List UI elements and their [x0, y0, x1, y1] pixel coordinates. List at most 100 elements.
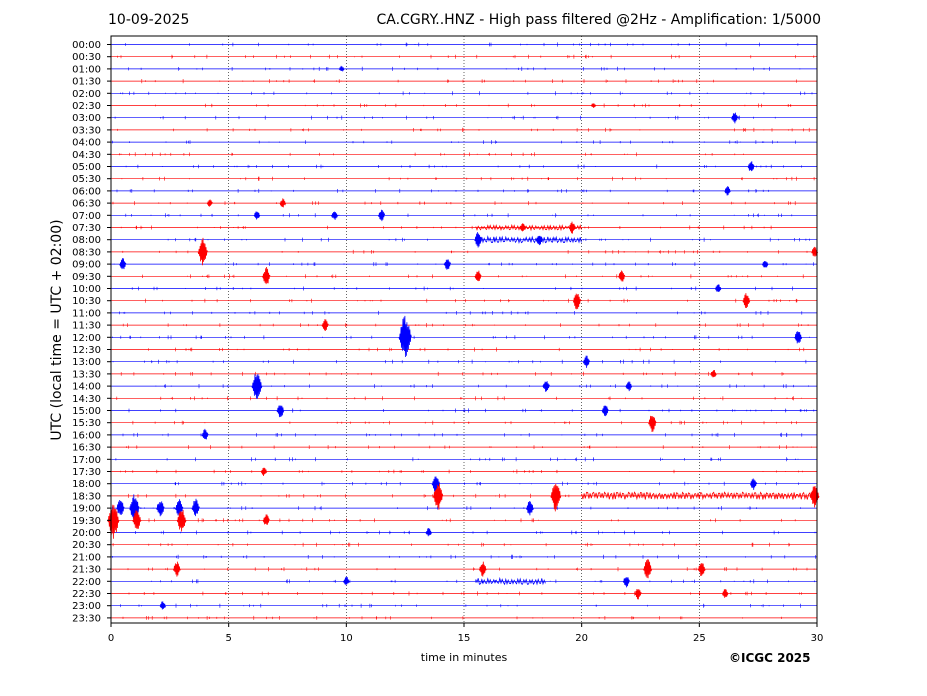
row-label: 20:30	[72, 540, 101, 551]
event-07:00-7	[253, 211, 261, 220]
row-label: 10:00	[72, 284, 101, 295]
x-tick-label: 15	[458, 633, 471, 644]
row-label: 04:30	[72, 150, 101, 161]
trace-noise-19:00	[112, 506, 801, 511]
trace-noise-20:30	[112, 542, 790, 547]
row-label: 01:00	[72, 64, 101, 75]
event-09:00-17	[443, 259, 452, 270]
trace-noise-02:00	[120, 91, 813, 96]
event-06:00-4	[724, 186, 731, 196]
trace-noise-14:30	[116, 396, 802, 401]
row-label: 05:00	[72, 162, 101, 173]
trace-noise-03:00	[114, 115, 776, 120]
row-label: 03:30	[72, 125, 101, 136]
row-label: 08:30	[72, 247, 101, 258]
trace-noise-10:00	[131, 286, 793, 291]
segment-22:00-0	[475, 576, 546, 586]
event-15:00-34	[601, 405, 609, 417]
event-19:00-46	[175, 499, 184, 517]
event-09:00-16	[119, 258, 127, 270]
trace-noise-09:30	[142, 274, 804, 279]
row-label: 04:00	[72, 138, 101, 149]
event-15:00-33	[276, 405, 285, 418]
event-18:00-39	[749, 478, 758, 490]
event-18:00-38	[431, 476, 440, 493]
trace-noise-13:00	[110, 359, 807, 364]
event-06:30-6	[279, 198, 287, 208]
trace-noise-04:30	[119, 152, 744, 157]
row-label: 11:30	[72, 321, 101, 332]
row-label: 10:30	[72, 296, 101, 307]
trace-noise-11:00	[119, 310, 803, 315]
event-07:00-9	[378, 209, 386, 222]
x-tick-label: 20	[575, 633, 588, 644]
trace-noise-01:30	[141, 79, 797, 84]
trace-noise-16:00	[122, 432, 803, 437]
trace-noise-16:30	[126, 445, 812, 450]
trace-noise-05:30	[121, 176, 815, 181]
row-label: 05:30	[72, 174, 101, 185]
trace-noise-21:30	[127, 567, 815, 572]
segment-07:30-2	[475, 223, 582, 232]
x-axis-label: time in minutes	[420, 651, 508, 664]
event-01:00-0	[338, 65, 345, 72]
trace-noise-08:30	[122, 249, 817, 254]
trace-noise-07:00	[125, 213, 793, 218]
event-16:00-36	[201, 428, 209, 440]
event-19:30-52	[262, 514, 270, 525]
row-label: 02:30	[72, 101, 101, 112]
row-label: 12:00	[72, 333, 101, 344]
trace-noise-00:30	[117, 54, 815, 59]
event-13:00-28	[582, 355, 590, 368]
row-label: 16:30	[72, 443, 101, 454]
event-22:30-61	[721, 588, 729, 598]
row-label: 09:30	[72, 272, 101, 283]
trace-noise-17:30	[120, 469, 803, 474]
row-label: 21:30	[72, 565, 101, 576]
row-label: 23:30	[72, 613, 101, 624]
row-label: 18:30	[72, 491, 101, 502]
x-tick-label: 5	[225, 633, 231, 644]
trace-noise-06:00	[116, 188, 769, 193]
trace-noise-01:00	[128, 66, 801, 71]
event-19:00-48	[526, 501, 534, 516]
trace-noise-05:00	[125, 164, 802, 169]
row-label: 08:00	[72, 235, 101, 246]
row-label: 22:00	[72, 577, 101, 588]
event-22:00-58	[343, 576, 350, 586]
row-label: 06:00	[72, 186, 101, 197]
row-label: 14:00	[72, 382, 101, 393]
row-label: 00:00	[72, 40, 101, 51]
row-label: 06:30	[72, 199, 101, 210]
row-label: 19:30	[72, 516, 101, 527]
trace-noise-15:00	[128, 408, 815, 413]
event-19:00-45	[156, 501, 165, 517]
row-label: 19:00	[72, 504, 101, 515]
event-14:00-30	[251, 373, 263, 399]
event-07:00-8	[331, 211, 338, 220]
trace-events	[107, 65, 820, 610]
event-20:00-53	[425, 527, 432, 537]
trace-noise-23:00	[120, 603, 801, 608]
row-label: 23:00	[72, 601, 101, 612]
event-05:00-3	[747, 161, 755, 172]
event-18:30-40	[433, 483, 444, 510]
event-09:30-21	[618, 270, 626, 282]
event-09:30-19	[262, 266, 271, 285]
trace-noise-10:30	[145, 298, 798, 303]
event-09:30-20	[474, 270, 482, 282]
trace-noise-18:00	[174, 481, 799, 486]
segment-18:30-1	[581, 491, 818, 501]
event-19:30-49	[107, 504, 120, 539]
event-21:30-57	[697, 563, 706, 577]
event-23:00-62	[159, 601, 167, 610]
event-09:00-18	[761, 261, 769, 268]
row-label: 09:00	[72, 260, 101, 271]
event-19:00-43	[116, 499, 125, 516]
event-11:30-25	[321, 319, 329, 331]
row-label: 15:00	[72, 406, 101, 417]
row-label: 13:30	[72, 369, 101, 380]
trace-noise-17:00	[115, 457, 818, 462]
